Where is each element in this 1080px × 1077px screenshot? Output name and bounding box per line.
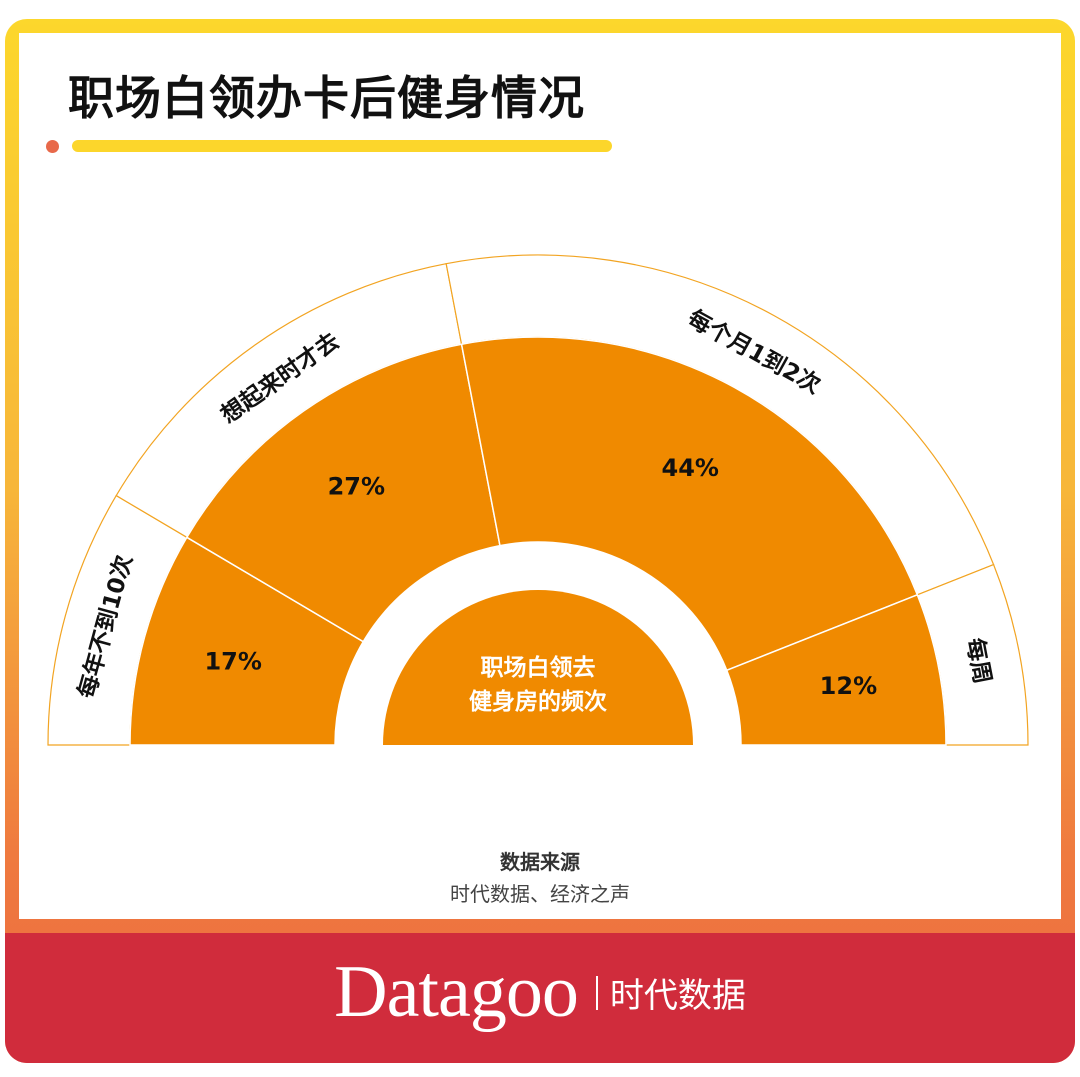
slice-3 xyxy=(460,336,919,672)
logo: Datagoo 时代数据 xyxy=(0,950,1080,1035)
title-underline xyxy=(72,140,612,152)
source-text: 时代数据、经济之声 xyxy=(450,882,630,906)
logo-divider xyxy=(595,975,598,1010)
logo-text-cn: 时代数据 xyxy=(609,976,746,1016)
value-label: 27% xyxy=(328,472,385,500)
center-label: 职场白领去 xyxy=(481,654,596,681)
slice-4 xyxy=(725,593,947,746)
value-label: 17% xyxy=(204,648,261,676)
center-half-circle xyxy=(383,590,693,745)
source-heading: 数据来源 xyxy=(500,850,580,874)
page-title: 职场白领办卡后健身情况 xyxy=(68,71,585,125)
value-label: 12% xyxy=(820,672,877,700)
center-label: 健身房的频次 xyxy=(469,688,607,715)
slice-2 xyxy=(185,343,501,643)
value-label: 44% xyxy=(662,454,719,482)
logo-text-en: Datagoo xyxy=(334,951,579,1033)
footer-band xyxy=(5,933,1075,1063)
accent-dot xyxy=(46,140,59,153)
